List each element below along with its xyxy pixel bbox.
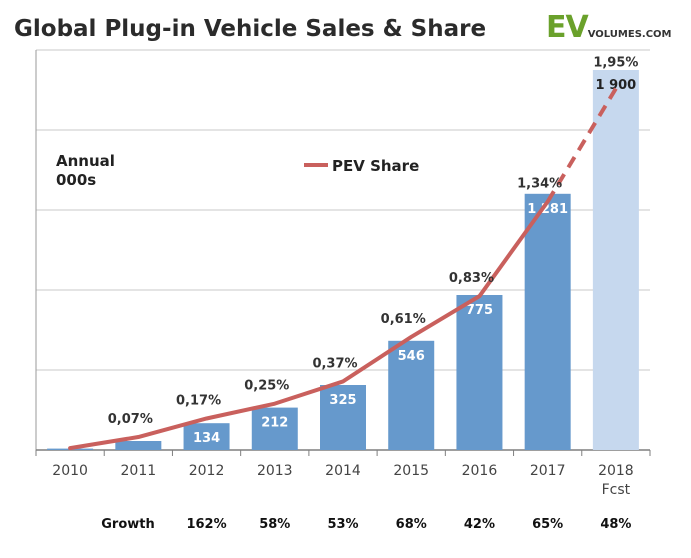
bar	[524, 193, 571, 451]
growth-value: 162%	[186, 517, 226, 532]
legend-label-pev-share: PEV Share	[332, 157, 419, 175]
units-label-line2: 000s	[56, 171, 96, 189]
growth-value: 53%	[327, 517, 358, 532]
x-tick-label: 2014	[325, 463, 361, 479]
growth-value: 42%	[464, 517, 495, 532]
ev-volumes-logo: EVVOLUMES.COM	[546, 10, 672, 45]
logo-main-text: EV	[546, 10, 589, 45]
bar	[592, 70, 639, 450]
bar-value-label: 775	[466, 303, 493, 318]
x-tick-label: 2013	[257, 463, 293, 479]
x-tick-label: 2017	[530, 463, 566, 479]
share-value-label: 0,37%	[312, 356, 357, 371]
share-value-label: 0,25%	[244, 379, 289, 394]
bar-value-label: 546	[398, 349, 425, 364]
logo-sub-text: VOLUMES.COM	[587, 29, 672, 40]
share-value-label: 0,17%	[176, 393, 221, 408]
growth-row-label: Growth	[101, 517, 155, 532]
bar-value-label: 134	[193, 431, 220, 446]
bar	[456, 295, 503, 450]
bar	[251, 407, 298, 450]
x-tick-label: 2010	[52, 463, 88, 479]
x-tick-sublabel: Fcst	[602, 482, 631, 498]
x-tick-label: 2016	[462, 463, 498, 479]
x-tick-label: 2015	[393, 463, 429, 479]
bar	[388, 340, 435, 450]
share-value-label: 1,34%	[517, 177, 562, 192]
growth-value: 68%	[396, 517, 427, 532]
bar	[115, 441, 162, 450]
growth-value: 58%	[259, 517, 290, 532]
pev-share-forecast-line	[545, 87, 618, 203]
share-value-label: 1,95%	[593, 56, 638, 71]
units-label-line1: Annual	[56, 152, 115, 170]
x-tick-label: 2012	[189, 463, 225, 479]
growth-value: 65%	[532, 517, 563, 532]
x-tick-label: 2018	[598, 463, 634, 479]
share-value-label: 0,07%	[108, 412, 153, 427]
chart-title: Global Plug-in Vehicle Sales & Share	[14, 16, 487, 42]
x-tick-label: 2011	[121, 463, 157, 479]
growth-value: 48%	[600, 517, 631, 532]
share-value-label: 0,83%	[449, 271, 494, 286]
bar-value-label: 1 900	[596, 78, 637, 93]
bar	[183, 423, 230, 450]
pev-share-line	[68, 199, 550, 451]
bar	[320, 385, 366, 450]
bar-value-label: 325	[329, 393, 356, 408]
share-value-label: 0,61%	[381, 312, 426, 327]
bar-value-label: 212	[261, 416, 288, 431]
